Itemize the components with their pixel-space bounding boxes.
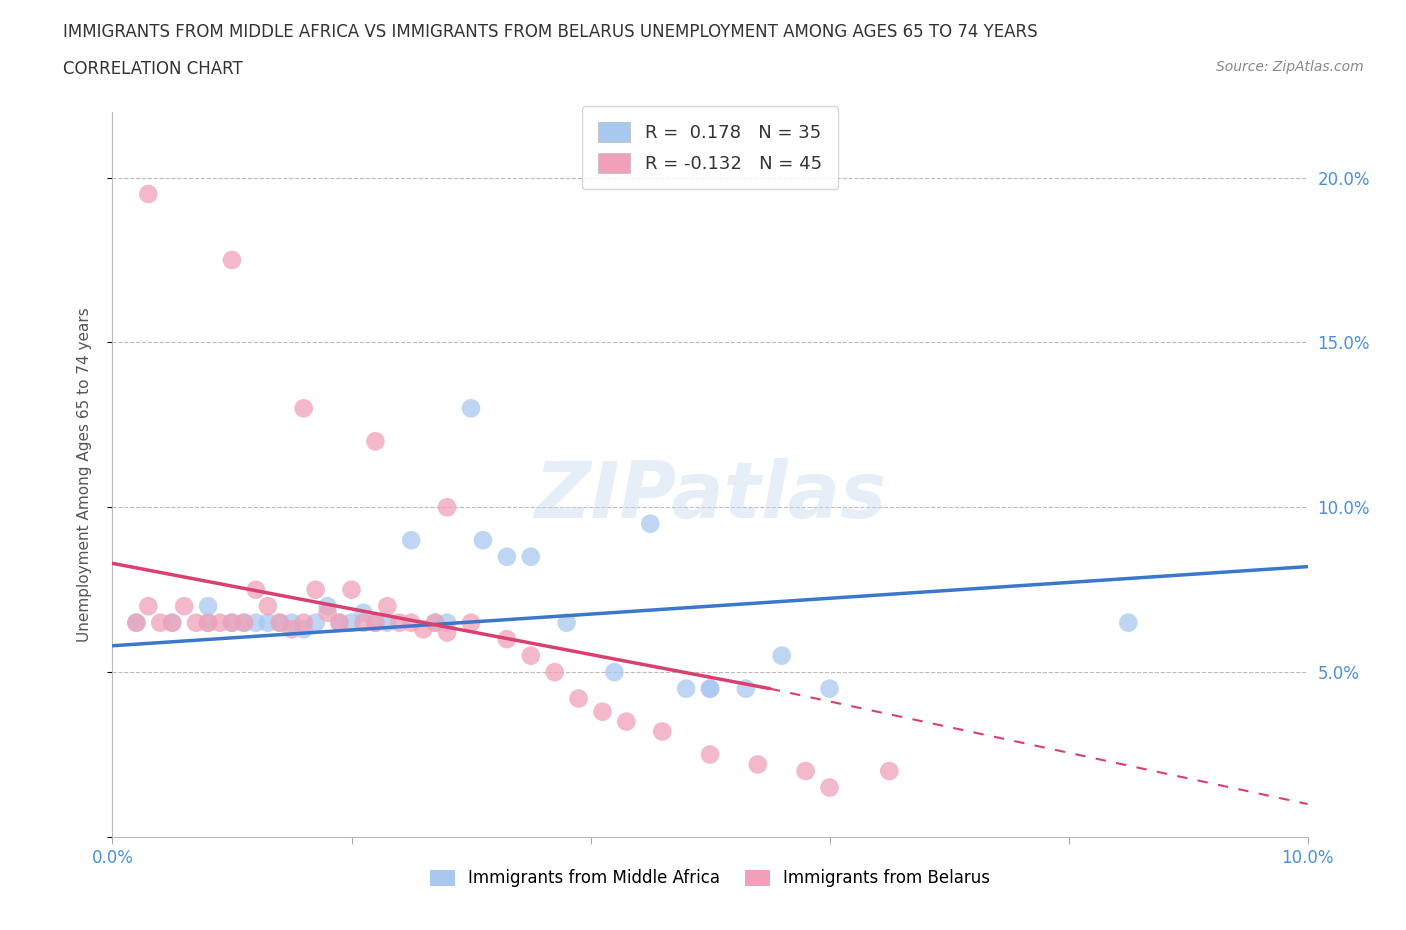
Text: CORRELATION CHART: CORRELATION CHART: [63, 60, 243, 78]
Text: Source: ZipAtlas.com: Source: ZipAtlas.com: [1216, 60, 1364, 74]
Point: [353, 616, 375, 631]
Point: [879, 764, 901, 778]
Point: [186, 616, 208, 631]
Point: [616, 714, 638, 729]
Point: [257, 599, 280, 614]
Point: [221, 616, 243, 631]
Point: [425, 616, 447, 631]
Point: [699, 747, 721, 762]
Point: [543, 665, 565, 680]
Point: [818, 681, 841, 696]
Point: [735, 681, 758, 696]
Point: [364, 434, 387, 449]
Text: ZIPatlas: ZIPatlas: [534, 458, 886, 534]
Point: [401, 616, 423, 631]
Point: [377, 599, 399, 614]
Point: [305, 616, 328, 631]
Point: [316, 605, 339, 620]
Point: [520, 648, 543, 663]
Point: [1118, 616, 1140, 631]
Point: [269, 616, 291, 631]
Point: [221, 253, 243, 268]
Point: [747, 757, 769, 772]
Point: [340, 616, 363, 631]
Point: [651, 724, 673, 739]
Point: [197, 616, 219, 631]
Point: [329, 616, 352, 631]
Point: [233, 616, 256, 631]
Point: [460, 401, 482, 416]
Point: [699, 681, 721, 696]
Point: [436, 625, 458, 640]
Point: [496, 550, 519, 565]
Point: [699, 681, 721, 696]
Point: [496, 631, 519, 646]
Point: [770, 648, 793, 663]
Point: [245, 582, 267, 597]
Point: [555, 616, 578, 631]
Point: [305, 582, 328, 597]
Point: [245, 616, 267, 631]
Point: [149, 616, 172, 631]
Point: [353, 605, 375, 620]
Point: [269, 616, 291, 631]
Text: IMMIGRANTS FROM MIDDLE AFRICA VS IMMIGRANTS FROM BELARUS UNEMPLOYMENT AMONG AGES: IMMIGRANTS FROM MIDDLE AFRICA VS IMMIGRA…: [63, 23, 1038, 41]
Point: [377, 616, 399, 631]
Point: [460, 616, 482, 631]
Point: [603, 665, 626, 680]
Point: [173, 599, 195, 614]
Point: [425, 616, 447, 631]
Point: [412, 622, 434, 637]
Point: [292, 622, 315, 637]
Point: [125, 616, 148, 631]
Point: [675, 681, 697, 696]
Point: [818, 780, 841, 795]
Point: [162, 616, 183, 631]
Point: [329, 616, 352, 631]
Point: [364, 616, 387, 631]
Point: [794, 764, 817, 778]
Point: [209, 616, 232, 631]
Point: [138, 187, 160, 202]
Point: [640, 516, 662, 531]
Point: [221, 616, 243, 631]
Point: [340, 582, 363, 597]
Point: [197, 616, 219, 631]
Point: [281, 622, 304, 637]
Point: [257, 616, 280, 631]
Point: [388, 616, 411, 631]
Point: [401, 533, 423, 548]
Point: [520, 550, 543, 565]
Y-axis label: Unemployment Among Ages 65 to 74 years: Unemployment Among Ages 65 to 74 years: [77, 307, 91, 642]
Point: [138, 599, 160, 614]
Point: [472, 533, 495, 548]
Point: [125, 616, 148, 631]
Point: [233, 616, 256, 631]
Point: [162, 616, 183, 631]
Point: [281, 616, 304, 631]
Point: [592, 704, 614, 719]
Legend: Immigrants from Middle Africa, Immigrants from Belarus: Immigrants from Middle Africa, Immigrant…: [423, 863, 997, 894]
Point: [316, 599, 339, 614]
Point: [197, 599, 219, 614]
Point: [292, 616, 315, 631]
Point: [436, 499, 458, 514]
Point: [364, 616, 387, 631]
Point: [292, 401, 315, 416]
Point: [568, 691, 591, 706]
Point: [436, 616, 458, 631]
